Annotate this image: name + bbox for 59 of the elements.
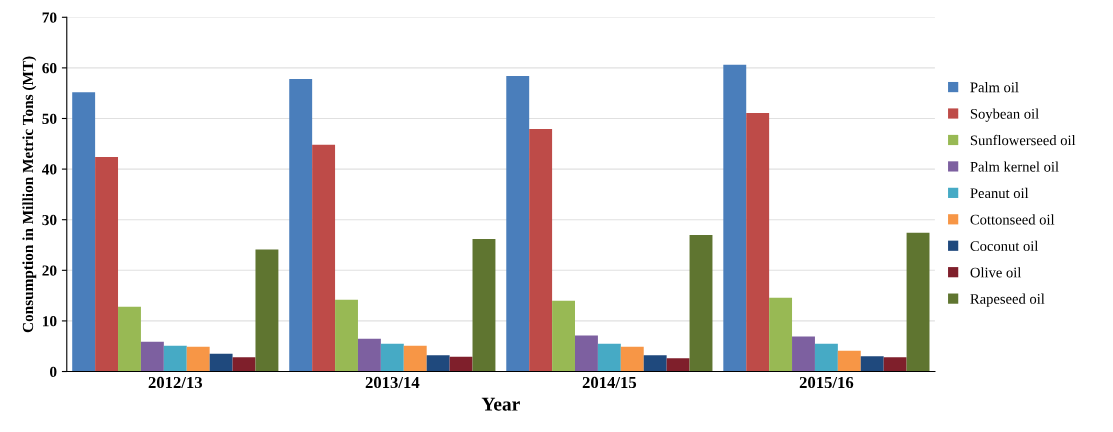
y-tick-label: 40 — [41, 164, 57, 175]
bar — [118, 306, 141, 372]
bar — [312, 144, 336, 372]
bar — [575, 335, 598, 372]
bar — [209, 353, 233, 372]
y-tick-label: 20 — [42, 265, 57, 276]
bar — [403, 345, 427, 372]
y-tick-label: 10 — [43, 316, 57, 327]
legend-label: Soybean oil — [970, 108, 1039, 122]
bar — [255, 249, 279, 372]
bar — [597, 343, 621, 372]
x-tick-label: 2014/15 — [582, 376, 637, 389]
legend-label: Olive oil — [970, 267, 1022, 278]
bar — [140, 341, 164, 372]
bar — [837, 350, 861, 372]
legend-label: Coconut oil — [970, 240, 1039, 251]
bar — [232, 357, 256, 372]
bar — [620, 346, 644, 372]
bar — [289, 79, 313, 372]
legend-label: Peanut oil — [970, 187, 1029, 199]
y-tick-label: 0 — [50, 366, 57, 377]
y-axis-title: Consumption in Million Metric Tons (MT) — [22, 56, 37, 333]
bar — [472, 238, 496, 372]
bar — [643, 355, 667, 372]
bar — [72, 92, 96, 372]
bar — [357, 338, 381, 372]
bar — [552, 300, 575, 372]
bar — [689, 234, 713, 372]
bar — [335, 299, 358, 372]
bar — [426, 355, 450, 372]
legend-label: Palm oil — [970, 82, 1019, 93]
bar — [814, 343, 838, 372]
bar — [380, 343, 404, 372]
bar — [449, 356, 473, 372]
bar — [529, 129, 553, 372]
bar — [95, 156, 119, 372]
bar — [163, 345, 187, 372]
y-tick-label: 50 — [42, 113, 57, 124]
legend-label: Rapeseed oil — [970, 293, 1045, 307]
legend-label: Palm kernel oil — [970, 161, 1059, 172]
x-axis-title: Year — [481, 397, 520, 411]
y-tick-label: 70 — [42, 12, 57, 23]
y-tick-label: 60 — [42, 63, 57, 74]
legend-label: Cottonseed oil — [970, 214, 1055, 225]
bar — [792, 336, 815, 372]
x-tick-label: 2015/16 — [799, 376, 854, 389]
bar — [769, 297, 793, 372]
bar — [860, 356, 884, 372]
bar — [186, 346, 210, 372]
legend-label: Sunflowerseed oil — [970, 134, 1076, 146]
bar — [883, 357, 907, 372]
x-tick-label: 2012/13 — [148, 376, 203, 389]
y-tick-label: 30 — [42, 214, 57, 226]
bar — [666, 358, 690, 372]
bar — [723, 64, 747, 372]
bar — [906, 232, 930, 372]
bar — [506, 75, 530, 372]
bar — [746, 112, 770, 372]
x-tick-label: 2013/14 — [365, 376, 420, 389]
